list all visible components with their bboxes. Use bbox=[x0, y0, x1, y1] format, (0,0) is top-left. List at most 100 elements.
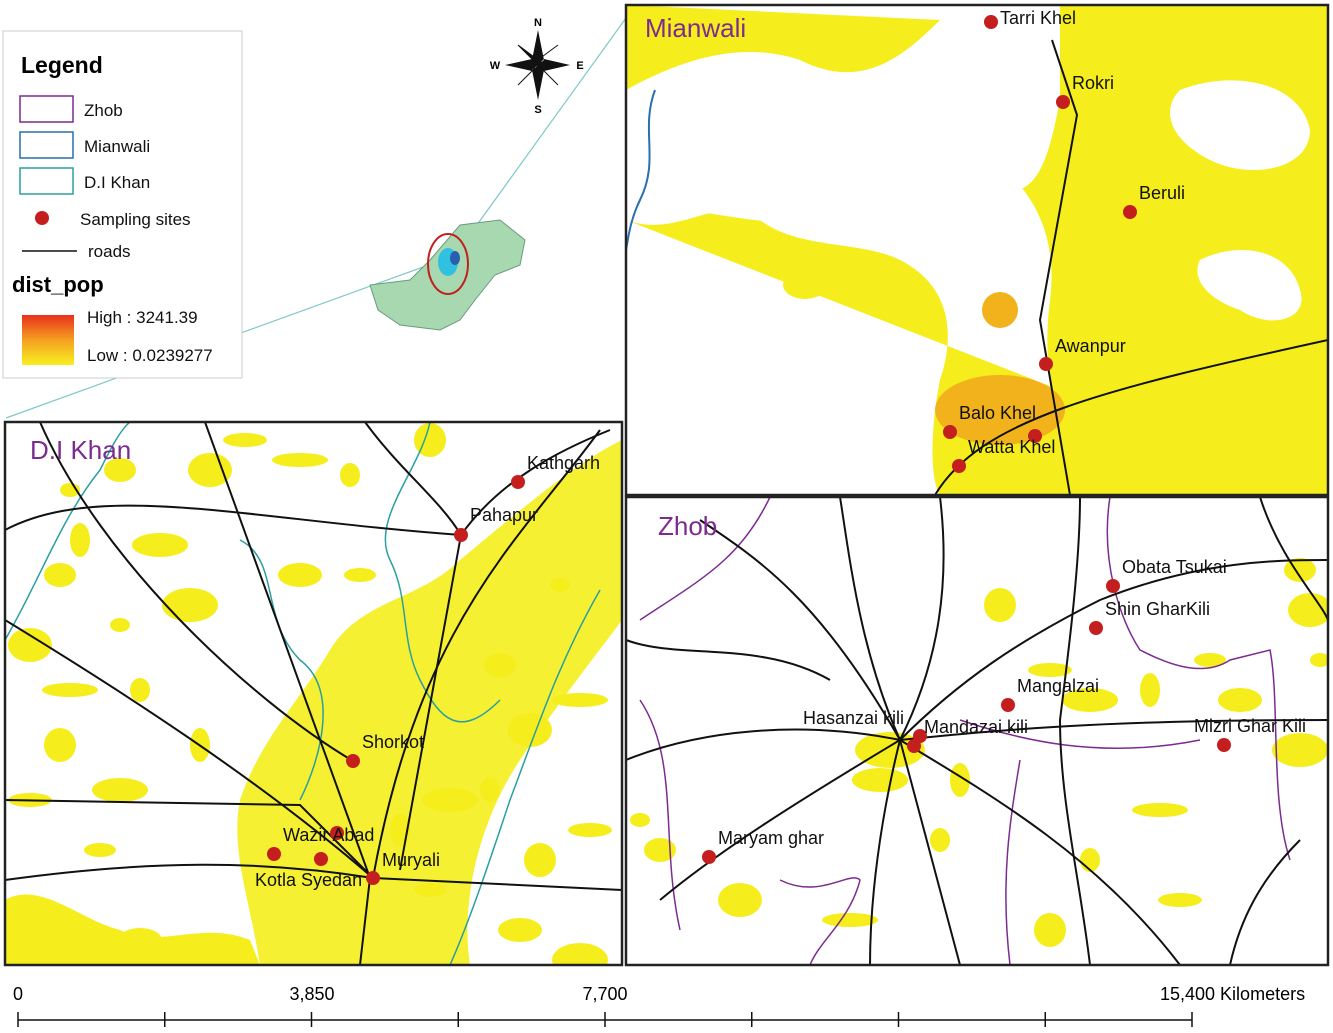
population-spot bbox=[110, 618, 130, 632]
population-spot bbox=[92, 778, 148, 802]
mianwali-map bbox=[626, 5, 1328, 495]
scale-label: 0 bbox=[13, 984, 23, 1004]
legend: Legend Zhob Mianwali D.I Khan Sampling s… bbox=[2, 30, 243, 379]
population-spot bbox=[630, 813, 650, 827]
population-spot bbox=[568, 823, 612, 837]
legend-label: Zhob bbox=[84, 101, 123, 120]
site-label: Muryali bbox=[382, 850, 440, 870]
population-spot bbox=[132, 533, 188, 557]
legend-title: Legend bbox=[21, 52, 103, 78]
population-spot bbox=[1272, 733, 1328, 767]
scale-bar: 0 3,850 7,700 15,400 Kilometers bbox=[13, 984, 1305, 1027]
site-label: Watta Khel bbox=[968, 437, 1055, 457]
legend-label: Mianwali bbox=[84, 137, 150, 156]
site-dot bbox=[366, 871, 380, 885]
population-spot bbox=[484, 653, 516, 677]
site-label: Mandazai kili bbox=[924, 717, 1028, 737]
site-dot bbox=[1106, 579, 1120, 593]
population-spot bbox=[552, 693, 608, 707]
site-dot bbox=[943, 425, 957, 439]
population-spot bbox=[223, 433, 267, 447]
population-spot bbox=[1140, 673, 1160, 707]
compass-label: E bbox=[576, 60, 583, 72]
site-dot bbox=[511, 475, 525, 489]
population-spot bbox=[162, 588, 218, 622]
population-spot bbox=[272, 453, 328, 467]
population-spot bbox=[12, 913, 68, 947]
site-dot bbox=[1039, 357, 1053, 371]
panel-title: D.I Khan bbox=[30, 435, 131, 465]
population-spot bbox=[1132, 803, 1188, 817]
population-spot bbox=[524, 843, 556, 877]
population-spot bbox=[930, 828, 950, 852]
connector bbox=[455, 17, 627, 255]
site-label: Mizri Ghar Kili bbox=[1194, 716, 1306, 736]
panel-frame bbox=[3, 420, 624, 967]
population-spot bbox=[550, 578, 570, 592]
site-label: Tarri Khel bbox=[1000, 8, 1076, 28]
site-dot bbox=[1089, 621, 1103, 635]
population-spot bbox=[340, 463, 360, 487]
site-dot bbox=[1123, 205, 1137, 219]
population-spot bbox=[480, 778, 500, 802]
population-spot bbox=[278, 563, 322, 587]
scale-label: 3,850 bbox=[289, 984, 334, 1004]
population-spot bbox=[1194, 653, 1226, 667]
population-spot bbox=[718, 883, 762, 917]
site-label: Rokri bbox=[1072, 73, 1114, 93]
site-label: Mangalzai bbox=[1017, 676, 1099, 696]
population-spot bbox=[1062, 688, 1118, 712]
population-spot bbox=[84, 843, 116, 857]
legend-label: Low : 0.0239277 bbox=[87, 346, 213, 365]
site-label: Beruli bbox=[1139, 183, 1185, 203]
population-spot bbox=[1158, 893, 1202, 907]
site-label: Kotla Syedan bbox=[255, 870, 362, 890]
scale-label: 7,700 bbox=[582, 984, 627, 1004]
population-spot bbox=[130, 678, 150, 702]
population-spot bbox=[1310, 653, 1328, 667]
site-label: Pahapur bbox=[470, 505, 538, 525]
population-spot bbox=[104, 458, 136, 482]
population-spot bbox=[498, 918, 542, 942]
site-label: Maryam ghar bbox=[718, 828, 824, 848]
legend-subtitle: dist_pop bbox=[12, 272, 104, 297]
panel-title: Zhob bbox=[658, 511, 717, 541]
population-spot bbox=[8, 628, 52, 662]
site-label: Balo Khel bbox=[959, 403, 1036, 423]
population-spot bbox=[70, 523, 90, 557]
panel-frame bbox=[624, 495, 1330, 967]
site-label: Awanpur bbox=[1055, 336, 1126, 356]
site-dot bbox=[346, 754, 360, 768]
population-spot bbox=[644, 838, 676, 862]
population-spot bbox=[1288, 593, 1328, 627]
population-spot bbox=[42, 683, 98, 697]
legend-label: High : 3241.39 bbox=[87, 308, 198, 327]
legend-label: D.I Khan bbox=[84, 173, 150, 192]
site-dot bbox=[314, 852, 328, 866]
population-spot bbox=[414, 883, 446, 897]
site-dot bbox=[1028, 429, 1042, 443]
site-dot bbox=[702, 850, 716, 864]
site-dot bbox=[1001, 698, 1015, 712]
site-dot bbox=[1056, 95, 1070, 109]
population-spot bbox=[422, 788, 478, 812]
site-label: Shin GharKili bbox=[1105, 599, 1210, 619]
site-dot bbox=[267, 847, 281, 861]
population-spot bbox=[188, 453, 232, 487]
population-spot bbox=[552, 943, 608, 965]
panel-title: Mianwali bbox=[645, 13, 746, 43]
population-spot bbox=[950, 763, 970, 797]
population-spot bbox=[822, 913, 878, 927]
population-spot bbox=[1080, 848, 1100, 872]
population-spot bbox=[852, 768, 908, 792]
population-spot bbox=[1028, 663, 1072, 677]
compass-label: W bbox=[490, 60, 501, 72]
site-label: Kathgarh bbox=[527, 453, 600, 473]
compass: N S E W bbox=[490, 17, 584, 116]
legend-label: Sampling sites bbox=[80, 210, 191, 229]
population-spot bbox=[414, 423, 446, 457]
population-spot bbox=[118, 928, 162, 952]
population-spot bbox=[44, 563, 76, 587]
population-spot bbox=[1034, 913, 1066, 947]
